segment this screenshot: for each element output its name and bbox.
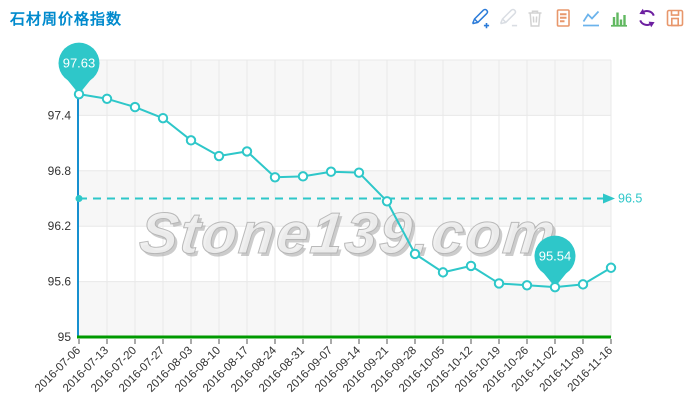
mark-line-undo-icon[interactable] xyxy=(495,6,519,30)
data-point[interactable] xyxy=(325,166,337,177)
data-point[interactable] xyxy=(241,146,253,157)
data-point[interactable] xyxy=(493,278,505,289)
data-point[interactable] xyxy=(549,281,561,293)
data-point[interactable] xyxy=(73,88,85,100)
y-axis-label: 97.4 xyxy=(48,108,72,122)
data-point[interactable] xyxy=(101,93,113,104)
data-point[interactable] xyxy=(185,135,197,146)
y-axis-label: 96.8 xyxy=(48,164,72,178)
average-line-start-dot xyxy=(75,195,83,202)
x-axis-line xyxy=(77,335,611,339)
min-point-pin-label: 95.54 xyxy=(539,249,572,264)
mark-line-add-icon xyxy=(471,8,490,29)
data-view-icon[interactable] xyxy=(551,6,575,30)
average-line-arrow xyxy=(603,193,615,204)
data-point[interactable] xyxy=(269,172,281,183)
average-line: 96.5 xyxy=(75,192,642,206)
line-chart-icon xyxy=(582,10,600,27)
y-axis-label: 95.6 xyxy=(48,275,72,289)
save-image-icon[interactable] xyxy=(663,6,687,30)
save-image-icon xyxy=(666,9,684,27)
page-title: 石材周价格指数 xyxy=(10,11,123,28)
watermark-shadow: Stone139.com xyxy=(139,204,563,269)
data-point[interactable] xyxy=(577,279,589,290)
data-point[interactable] xyxy=(381,196,393,207)
mark-line-undo-icon xyxy=(499,8,518,27)
bar-chart-icon[interactable] xyxy=(607,6,631,30)
split-area-band xyxy=(79,60,611,116)
data-point[interactable] xyxy=(129,101,141,113)
y-axis-label: 96.2 xyxy=(48,219,72,233)
data-point[interactable] xyxy=(353,167,365,178)
average-value-label: 96.5 xyxy=(618,192,642,206)
restore-icon[interactable] xyxy=(635,6,659,30)
data-point[interactable] xyxy=(605,262,617,273)
split-area-band xyxy=(79,281,611,337)
data-point[interactable] xyxy=(521,280,533,291)
chart-toolbar xyxy=(467,6,687,30)
data-point[interactable] xyxy=(409,248,421,260)
data-point[interactable] xyxy=(213,150,225,162)
mark-line-clear-icon xyxy=(528,10,542,27)
line-chart-icon[interactable] xyxy=(579,6,603,30)
restore-icon xyxy=(639,8,655,28)
mark-line-clear-icon[interactable] xyxy=(523,6,547,30)
y-axis-label: 95 xyxy=(58,330,72,344)
max-point-pin-label: 97.63 xyxy=(63,56,96,71)
data-point[interactable] xyxy=(437,267,449,278)
data-point[interactable] xyxy=(465,260,477,272)
mark-line-add-icon[interactable] xyxy=(467,6,491,30)
data-view-icon xyxy=(556,9,570,27)
min-point-pin: 95.54 xyxy=(534,235,576,288)
max-point-pin: 97.63 xyxy=(58,42,100,95)
watermark-text: Stone139.com xyxy=(136,201,560,266)
data-point[interactable] xyxy=(157,112,169,124)
data-point[interactable] xyxy=(297,171,309,182)
bar-chart-icon xyxy=(611,12,627,27)
